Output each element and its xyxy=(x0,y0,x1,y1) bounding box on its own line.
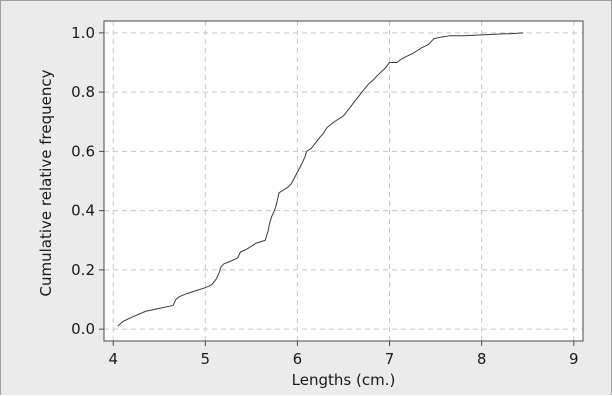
y-axis-ticks: 0.0 0.2 0.4 0.6 0.8 1.0 xyxy=(71,24,104,338)
plot-area xyxy=(103,20,584,342)
x-tick-label: 7 xyxy=(385,350,395,368)
x-tick-label: 8 xyxy=(477,350,487,368)
y-tick-label: 0.6 xyxy=(71,142,95,160)
x-tick-label: 6 xyxy=(293,350,303,368)
x-tick-label: 4 xyxy=(108,350,118,368)
y-tick-label: 0.4 xyxy=(71,202,95,220)
series-group xyxy=(117,32,524,327)
x-axis-title: Lengths (cm.) xyxy=(292,371,396,389)
x-tick-label: 5 xyxy=(201,350,211,368)
x-axis-ticks: 4 5 6 7 8 9 xyxy=(108,341,579,368)
plot-border xyxy=(103,20,584,342)
cdf-line xyxy=(117,32,524,327)
y-tick-label: 0.0 xyxy=(71,320,95,338)
y-tick-label: 1.0 xyxy=(71,24,95,42)
grid-lines xyxy=(104,21,583,341)
x-tick-label: 9 xyxy=(569,350,579,368)
y-tick-label: 0.2 xyxy=(71,261,95,279)
y-tick-label: 0.8 xyxy=(71,83,95,101)
y-axis-title: Cumulative relative frequency xyxy=(37,69,55,296)
